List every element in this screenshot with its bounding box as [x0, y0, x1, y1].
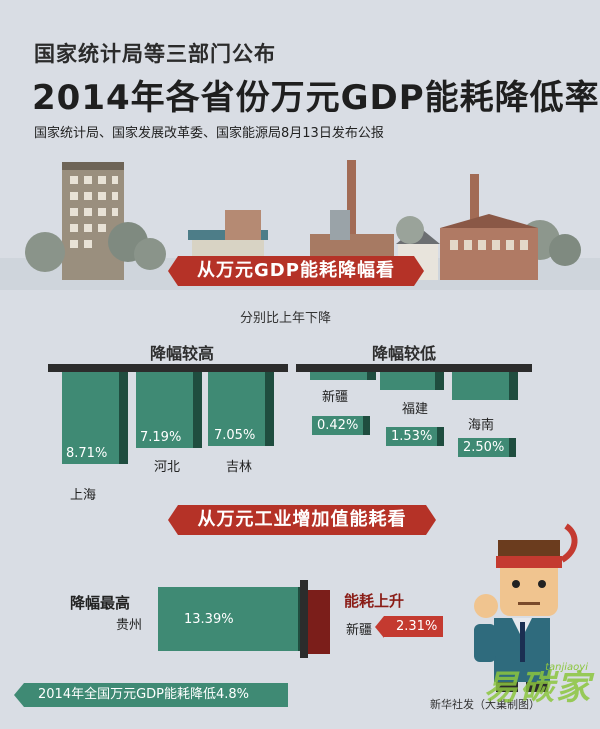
rise-label: 能耗上升: [344, 592, 405, 610]
gdp-energy-banner: 从万元GDP能耗降幅看: [168, 256, 424, 286]
value-guizhou: 13.39%: [184, 612, 234, 627]
watermark-logo: 易碳家: [484, 668, 592, 708]
value-fujian: 1.53%: [386, 427, 445, 446]
national-summary-tag: 2014年全国万元GDP能耗降低4.8%: [14, 683, 288, 707]
credit-text: 新华社发（大巢制图）: [430, 698, 540, 711]
divider-post: [300, 580, 308, 658]
high-shelf: [48, 364, 288, 372]
subtitle: 国家统计局、国家发展改革委、国家能源局8月13日发布公报: [34, 126, 384, 141]
highest-decline-label: 降幅最高: [70, 594, 131, 612]
province-shanghai: 上海: [70, 488, 97, 503]
page-title: 2014年各省份万元GDP能耗降低率: [32, 78, 600, 118]
bar-xinjiang-rise: [308, 590, 330, 654]
bar-xinjiang: [310, 372, 376, 380]
bar-jilin: [208, 372, 274, 446]
worker-mascot-illustration: [474, 523, 578, 692]
bar-fujian: [380, 372, 444, 390]
bar-hainan: [452, 372, 518, 400]
watermark-subtext: tanjiaoyi: [545, 662, 588, 673]
supertitle: 国家统计局等三部门公布: [34, 42, 276, 66]
value-xinjiang-rise: 2.31%: [374, 616, 444, 638]
province-xinjiang-rise: 新疆: [346, 623, 373, 638]
province-jilin: 吉林: [226, 460, 253, 475]
value-xinjiang: 0.42%: [312, 416, 371, 435]
low-shelf: [296, 364, 532, 372]
province-xinjiang: 新疆: [322, 390, 349, 405]
bar-shanghai: [62, 372, 128, 464]
province-guizhou: 贵州: [116, 618, 143, 633]
comparison-note: 分别比上年下降: [240, 311, 332, 326]
low-decline-heading: 降幅较低: [372, 344, 437, 363]
bar-hebei: [136, 372, 202, 448]
province-hebei: 河北: [154, 460, 181, 475]
high-decline-heading: 降幅较高: [150, 344, 215, 363]
province-hainan: 海南: [468, 418, 495, 433]
value-hainan: 2.50%: [458, 438, 517, 457]
value-shanghai: 8.71%: [66, 446, 108, 461]
industrial-energy-banner: 从万元工业增加值能耗看: [168, 505, 436, 535]
province-fujian: 福建: [402, 402, 429, 417]
value-hebei: 7.19%: [140, 430, 182, 445]
value-jilin: 7.05%: [214, 428, 256, 443]
